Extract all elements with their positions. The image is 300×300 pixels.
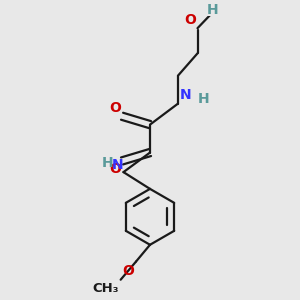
Text: N: N [112,158,123,172]
Text: O: O [109,162,121,176]
Text: H: H [102,156,113,170]
Text: H: H [207,3,219,17]
Text: CH₃: CH₃ [93,282,119,295]
Text: O: O [109,101,121,115]
Text: O: O [184,14,196,27]
Text: H: H [197,92,209,106]
Text: O: O [122,264,134,278]
Text: N: N [180,88,192,102]
